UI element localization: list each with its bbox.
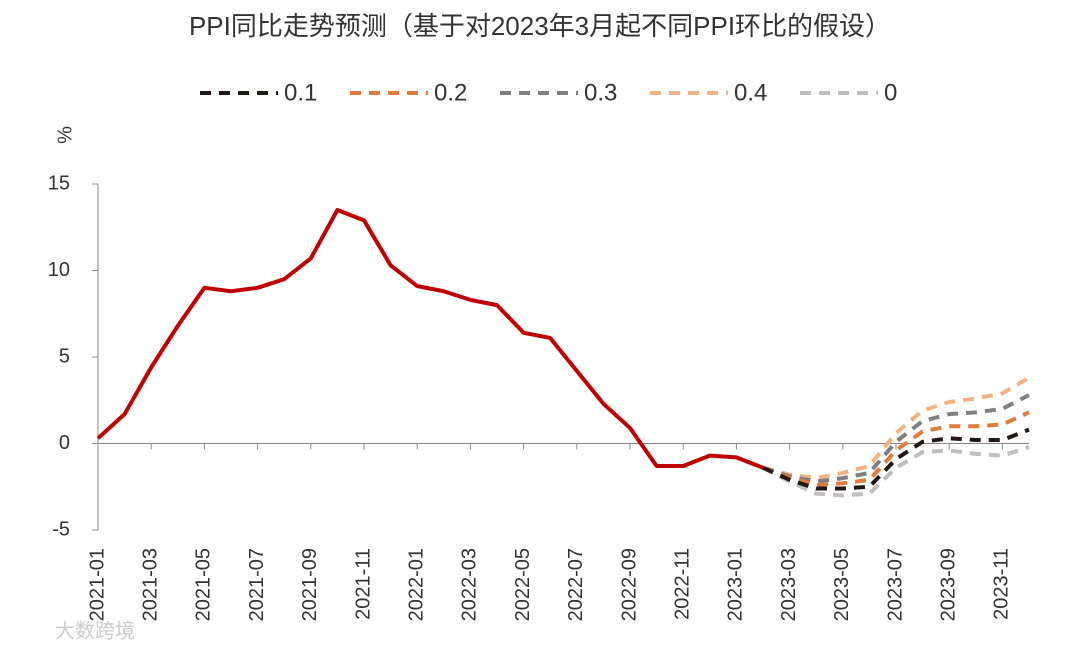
y-tick-label: 15 [48, 172, 70, 194]
x-tick-label: 2022-11 [671, 548, 693, 620]
x-tick-label: 2023-07 [884, 548, 906, 621]
x-tick-label: 2023-11 [991, 548, 1013, 620]
x-tick-label: 2023-01 [725, 548, 747, 621]
legend-label: 0 [884, 79, 897, 106]
x-tick-label: 2022-05 [512, 548, 534, 621]
series-line [762, 410, 1030, 488]
series-line [762, 393, 1030, 484]
x-tick-label: 2022-01 [405, 548, 427, 621]
legend-label: 0.4 [734, 79, 767, 106]
y-tick-label: 5 [59, 345, 70, 367]
legend-label: 0.1 [284, 79, 317, 106]
chart-title: PPI同比走势预测（基于对2023年3月起不同PPI环比的假设） [189, 11, 891, 41]
y-tick-label: 0 [59, 432, 70, 454]
series-line [762, 427, 1030, 491]
x-tick-label: 2021-07 [246, 548, 268, 621]
x-tick-label: 2021-03 [139, 548, 161, 621]
series-line [96, 207, 764, 470]
x-tick-label: 2023-05 [831, 548, 853, 621]
legend-label: 0.3 [584, 79, 617, 106]
y-axis-label: % [54, 126, 76, 144]
series-line [762, 376, 1031, 481]
watermark: 大数跨境 [55, 619, 135, 642]
x-tick-label: 2021-05 [193, 548, 215, 621]
x-tick-label: 2022-09 [618, 548, 640, 621]
y-tick-label: 10 [48, 259, 70, 281]
x-tick-label: 2022-07 [565, 548, 587, 621]
legend-label: 0.2 [434, 79, 467, 106]
x-tick-label: 2021-11 [352, 548, 374, 620]
series-line [762, 445, 1030, 498]
x-tick-label: 2021-09 [299, 548, 321, 621]
y-tick-label: -5 [52, 518, 70, 540]
x-tick-label: 2021-01 [86, 548, 108, 621]
x-tick-label: 2023-09 [937, 548, 959, 621]
x-tick-label: 2022-03 [459, 548, 481, 621]
x-tick-label: 2023-03 [778, 548, 800, 621]
